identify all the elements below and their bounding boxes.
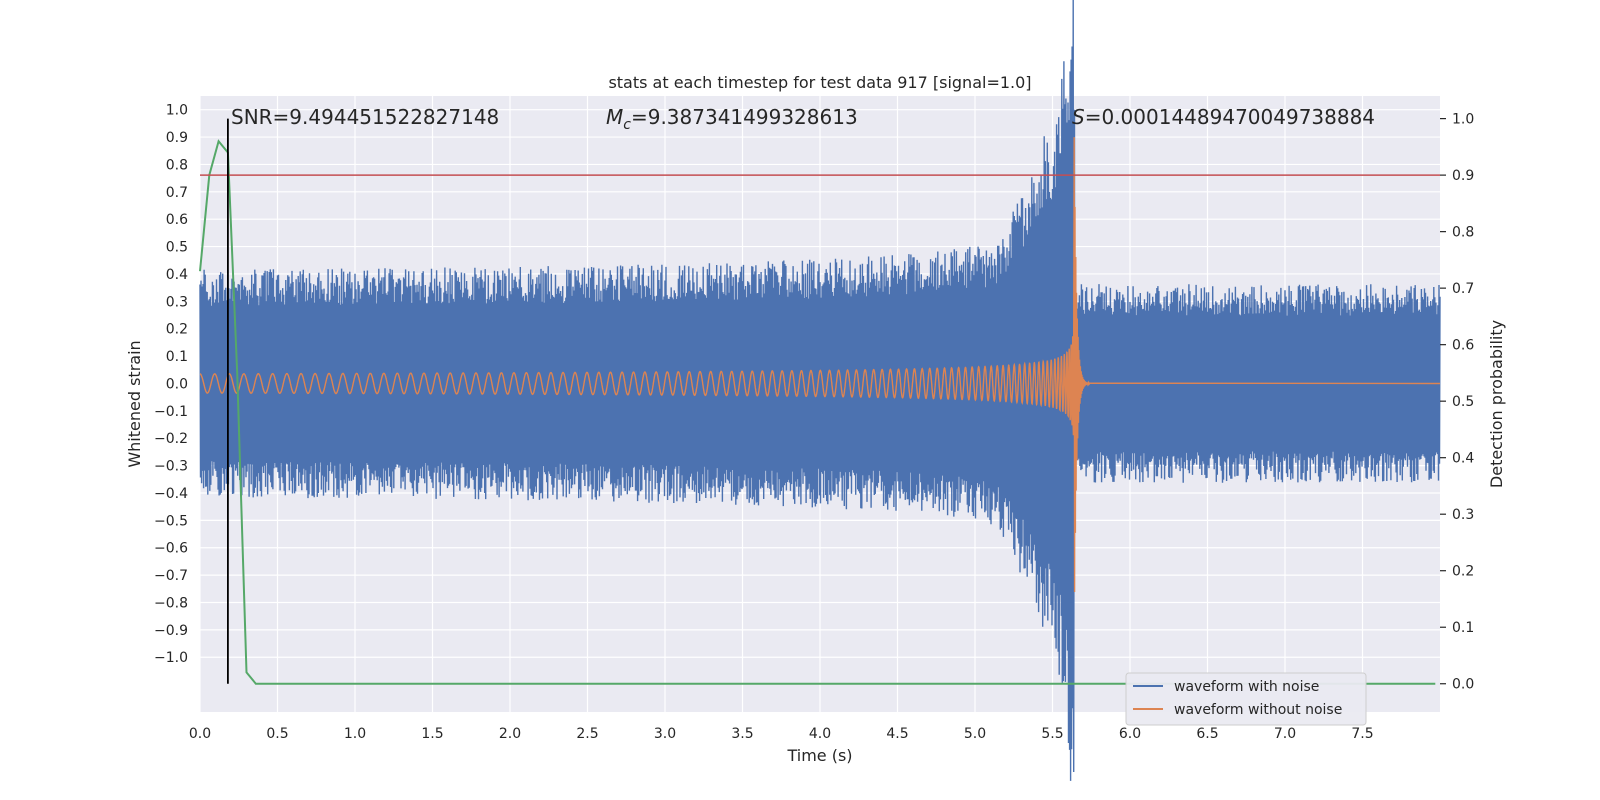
y-left-tick-label: 0.4 [166, 267, 188, 283]
chirp-mass-subscript: c [623, 117, 631, 133]
x-tick-label: 3.5 [731, 726, 753, 742]
y-left-tick-label: 0.1 [166, 349, 188, 365]
s-symbol: S [1072, 105, 1085, 129]
legend-label-clean: waveform without noise [1174, 702, 1342, 718]
legend: waveform with noise waveform without noi… [1125, 672, 1367, 726]
s-annotation: S=0.00014489470049738884 [1072, 105, 1375, 129]
series-waveform-without-noise [199, 137, 1441, 593]
y-left-tick-label: −0.2 [154, 431, 188, 447]
y-right-tick-label: 0.4 [1452, 451, 1474, 467]
x-tick-label: 5.0 [964, 726, 986, 742]
y-left-axis-ticks: 1.0 0.9 0.8 0.7 0.6 0.5 0.4 0.3 0.2 0.1 0.0 −0.1 −0.… [154, 103, 188, 667]
x-tick-label: 0.0 [189, 726, 211, 742]
y-right-axis-label: Detection probability [1487, 320, 1506, 488]
y-left-tick-label: −0.8 [154, 595, 188, 611]
x-tick-label: 7.5 [1351, 726, 1373, 742]
s-value: =0.00014489470049738884 [1085, 105, 1375, 129]
y-left-tick-label: 0.6 [166, 212, 188, 228]
y-left-tick-label: −1.0 [154, 650, 188, 666]
y-right-tick-label: 0.9 [1452, 168, 1474, 184]
y-right-tick-label: 0.8 [1452, 225, 1474, 241]
y-left-tick-label: −0.1 [154, 404, 188, 420]
noisy-waveform-line [199, 0, 1441, 781]
clean-waveform-line [199, 137, 1441, 593]
y-right-tick-label: 0.2 [1452, 564, 1474, 580]
y-left-tick-label: 0.3 [166, 294, 188, 310]
y-right-tick-label: 0.1 [1452, 620, 1474, 636]
chirp-mass-value: =9.387341499328613 [631, 105, 858, 129]
y-left-tick-label: 1.0 [166, 103, 188, 119]
x-tick-label: 6.0 [1119, 726, 1141, 742]
legend-label-noisy: waveform with noise [1174, 679, 1319, 695]
x-tick-label: 1.0 [344, 726, 366, 742]
x-tick-label: 4.5 [886, 726, 908, 742]
x-tick-label: 7.0 [1274, 726, 1296, 742]
y-right-tick-label: 0.7 [1452, 281, 1474, 297]
y-right-axis-ticks: 0.0 0.1 0.2 0.3 0.4 0.5 0.6 0.7 0.8 0.9 1.0 [1440, 112, 1474, 693]
y-right-tick-label: 0.6 [1452, 338, 1474, 354]
y-left-tick-label: 0.5 [166, 240, 188, 256]
x-tick-label: 4.0 [809, 726, 831, 742]
x-tick-label: 6.5 [1196, 726, 1218, 742]
y-left-tick-label: −0.6 [154, 541, 188, 557]
y-left-tick-label: −0.9 [154, 623, 188, 639]
x-tick-label: 2.0 [499, 726, 521, 742]
y-left-tick-label: 0.9 [166, 130, 188, 146]
reference-lines [200, 118, 1440, 684]
x-axis-label: Time (s) [786, 746, 852, 765]
y-right-tick-label: 0.3 [1452, 507, 1474, 523]
x-tick-label: 0.5 [266, 726, 288, 742]
y-left-tick-label: 0.0 [166, 376, 188, 392]
y-left-tick-label: 0.2 [166, 322, 188, 338]
snr-annotation: SNR=9.494451522827148 [231, 105, 499, 129]
series-detection-probability [199, 139, 1436, 685]
x-tick-label: 1.5 [421, 726, 443, 742]
y-right-tick-label: 1.0 [1452, 112, 1474, 128]
y-right-tick-label: 0.5 [1452, 394, 1474, 410]
y-left-tick-label: −0.5 [154, 513, 188, 529]
y-left-tick-label: 0.7 [166, 185, 188, 201]
y-left-tick-label: −0.4 [154, 486, 188, 502]
y-left-tick-label: 0.8 [166, 157, 188, 173]
y-right-tick-label: 0.0 [1452, 677, 1474, 693]
detection-probability-line [199, 139, 1436, 685]
y-left-tick-label: −0.7 [154, 568, 188, 584]
y-left-tick-label: −0.3 [154, 459, 188, 475]
chirp-mass-annotation: Mc=9.387341499328613 [606, 105, 858, 133]
y-left-axis-label: Whitened strain [125, 340, 144, 467]
chart-title: stats at each timestep for test data 917… [608, 73, 1031, 92]
x-tick-label: 3.0 [654, 726, 676, 742]
chirp-mass-symbol: M [606, 105, 623, 129]
legend-box [1125, 672, 1367, 726]
x-axis-ticks: 0.0 0.5 1.0 1.5 2.0 2.5 3.0 3.5 4.0 4.5 5.0 5.5 6.0 6… [189, 726, 1374, 742]
x-tick-label: 2.5 [576, 726, 598, 742]
x-tick-label: 5.5 [1041, 726, 1063, 742]
